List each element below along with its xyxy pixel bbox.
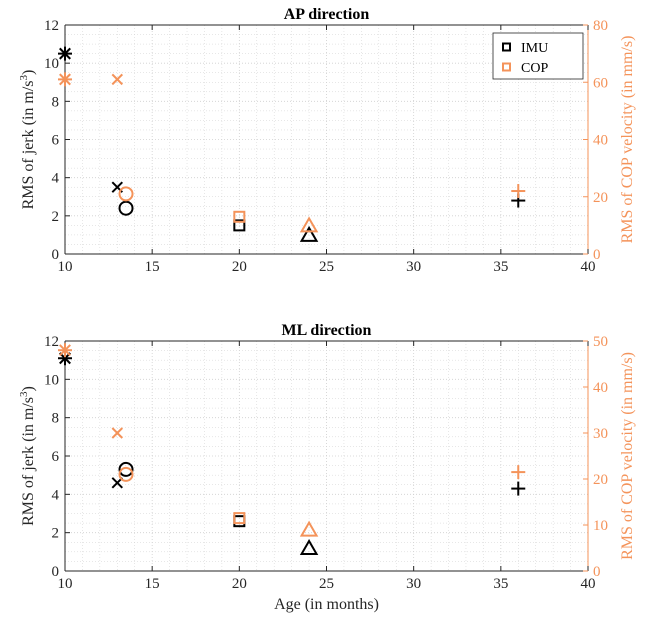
y-tick-label: 2 xyxy=(52,526,60,542)
y-tick-label: 10 xyxy=(44,372,59,388)
y-tick-label: 6 xyxy=(52,133,60,149)
y-axis-label: RMS of jerk (in m/s3) xyxy=(18,386,37,526)
x-tick-label: 30 xyxy=(406,576,421,592)
y-axis-label-main: RMS of jerk (in m/s xyxy=(20,80,37,209)
y-tick-label: 12 xyxy=(44,18,59,34)
data-point-cop-asterisk xyxy=(58,72,72,87)
data-point-cop-plus xyxy=(511,465,526,480)
x-tick-label: 15 xyxy=(145,576,160,592)
y2-tick-label: 0 xyxy=(593,564,601,580)
y-axis-label-sup: 3 xyxy=(18,391,30,397)
y-tick-label: 4 xyxy=(52,171,60,187)
data-point-cop-square xyxy=(233,512,246,525)
legend: IMU COP xyxy=(492,32,584,80)
y2-tick-label: 10 xyxy=(593,518,608,534)
data-point-cop-triangle xyxy=(299,520,319,537)
data-point-imu-circle xyxy=(118,461,134,477)
legend-marker-imu xyxy=(502,42,511,52)
x-tick-label: 25 xyxy=(319,259,334,275)
data-point-imu-circle xyxy=(118,200,134,216)
x-tick-label: 35 xyxy=(493,576,508,592)
data-point-cop-asterisk xyxy=(58,343,72,358)
y2-tick-label: 30 xyxy=(593,426,608,442)
x-tick-label: 10 xyxy=(58,576,73,592)
x-tick-label: 35 xyxy=(493,259,508,275)
series-cop xyxy=(58,343,526,537)
x-tick-label: 10 xyxy=(58,259,73,275)
y-axis-label-end: ) xyxy=(20,386,37,391)
x-tick-label: 40 xyxy=(581,576,596,592)
y2-tick-label: 40 xyxy=(593,133,608,149)
data-point-cop-x xyxy=(111,73,124,86)
y2-tick-label: 20 xyxy=(593,472,608,488)
x-tick-label: 25 xyxy=(319,576,334,592)
x-tick-label: 20 xyxy=(232,576,247,592)
y-axis-label: RMS of jerk (in m/s3) xyxy=(18,70,37,210)
y2-tick-label: 40 xyxy=(593,380,608,396)
data-point-cop-triangle xyxy=(299,216,319,233)
data-point-imu-plus xyxy=(511,481,526,496)
legend-label-imu: IMU xyxy=(521,41,548,56)
data-point-imu-asterisk xyxy=(58,46,72,61)
data-point-imu-triangle xyxy=(299,538,319,555)
x-axis-label: Age (in months) xyxy=(274,596,379,613)
data-point-cop-circle xyxy=(118,186,134,202)
y2-axis-label: RMS of COP velocity (in mm/s) xyxy=(619,352,636,560)
data-point-cop-square xyxy=(233,210,246,223)
legend-marker-cop xyxy=(502,62,511,72)
y-tick-label: 10 xyxy=(44,56,59,72)
y-axis-label-end: ) xyxy=(20,70,37,75)
y-tick-label: 6 xyxy=(52,449,60,465)
data-point-cop-plus xyxy=(511,184,526,199)
data-point-imu-square xyxy=(233,219,246,232)
series-cop xyxy=(58,72,526,233)
chart-title: AP direction xyxy=(284,6,370,23)
y2-axis-label: RMS of COP velocity (in mm/s) xyxy=(619,36,636,244)
y-tick-label: 2 xyxy=(52,209,60,225)
legend-label-cop: COP xyxy=(521,61,548,76)
series-imu xyxy=(58,46,526,242)
y-tick-label: 0 xyxy=(52,247,60,263)
y-tick-label: 4 xyxy=(52,487,60,503)
y2-tick-label: 60 xyxy=(593,75,608,91)
x-tick-label: 40 xyxy=(581,259,596,275)
y-tick-label: 12 xyxy=(44,334,59,350)
x-tick-label: 30 xyxy=(406,259,421,275)
y-axis-label-sup: 3 xyxy=(18,74,30,80)
x-tick-label: 20 xyxy=(232,259,247,275)
y2-tick-label: 80 xyxy=(593,18,608,34)
chart-title: ML direction xyxy=(282,322,372,339)
y-tick-label: 8 xyxy=(52,411,60,427)
data-point-imu-triangle xyxy=(299,225,319,242)
y-axis-label-main: RMS of jerk (in m/s xyxy=(20,397,37,526)
y2-tick-label: 0 xyxy=(593,247,601,263)
x-tick-label: 15 xyxy=(145,259,160,275)
data-point-cop-x xyxy=(111,427,124,439)
y2-tick-label: 20 xyxy=(593,190,608,206)
data-point-cop-circle xyxy=(118,466,134,482)
y-tick-label: 0 xyxy=(52,564,60,580)
y2-tick-label: 50 xyxy=(593,334,608,350)
y-tick-label: 8 xyxy=(52,94,60,110)
